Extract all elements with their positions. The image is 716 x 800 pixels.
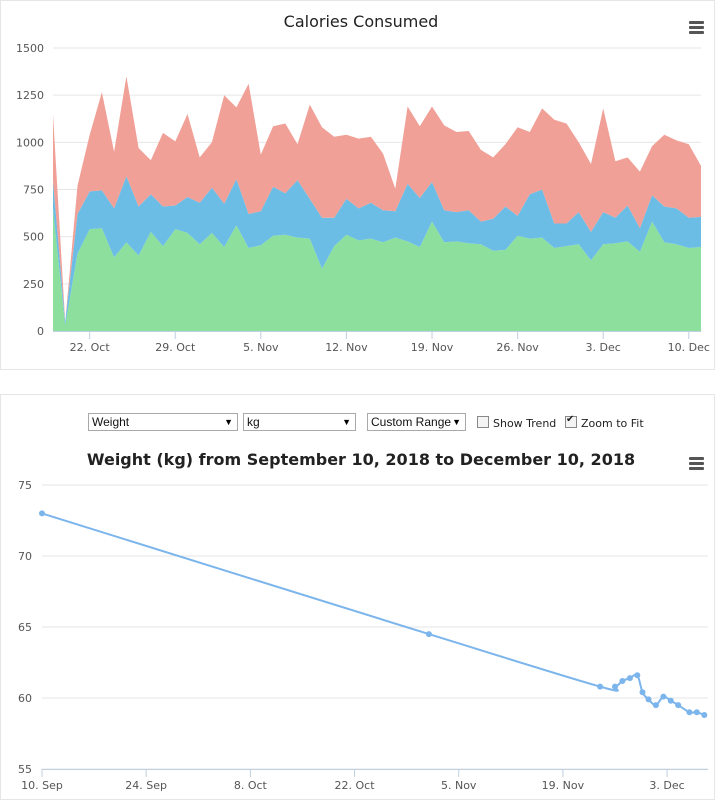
weight-chart: Weight (kg) from September 10, 2018 to D… [18, 450, 708, 792]
dropdown-arrow-icon: ▼ [342, 417, 351, 427]
x-tick-label: 19. Nov [542, 779, 585, 792]
x-tick-label: 8. Oct [234, 779, 268, 792]
x-axis: 10. Sep 24. Sep 8. Oct 22. Oct 5. Nov 19. Nov… [21, 769, 708, 792]
data-point [667, 697, 674, 704]
unit-select[interactable]: kg ▼ [243, 413, 356, 431]
x-tick-label: 26. Nov [496, 341, 539, 354]
y-tick-label: 1000 [16, 136, 44, 149]
y-tick-label: 70 [18, 550, 32, 563]
y-tick-label: 1250 [16, 89, 44, 102]
range-select[interactable]: Custom Range ▼ [367, 413, 466, 431]
data-point [693, 709, 700, 716]
x-tick-label: 29. Oct [155, 341, 196, 354]
checkbox-unchecked-icon [477, 416, 489, 428]
measure-select-value: Weight [92, 415, 130, 429]
y-tick-label: 75 [18, 479, 32, 492]
x-tick-label: 19. Nov [411, 341, 454, 354]
y-tick-label: 55 [18, 763, 32, 776]
range-select-value: Custom Range [371, 415, 452, 429]
data-point [652, 702, 659, 709]
data-point [701, 712, 708, 718]
y-tick-label: 0 [37, 325, 44, 338]
x-tick-label: 5. Nov [243, 341, 279, 354]
zoom-to-fit-label: Zoom to Fit [581, 417, 644, 430]
calories-chart: Calories Consumed 0 250 500 750 1000 1250 1500… [16, 12, 710, 354]
dropdown-arrow-icon: ▼ [452, 417, 461, 427]
data-point [686, 709, 693, 716]
y-tick-label: 750 [23, 184, 44, 197]
x-tick-label: 12. Nov [325, 341, 368, 354]
area-series [53, 76, 701, 331]
x-axis: 22. Oct 29. Oct 5. Nov 12. Nov 19. Nov 26. No… [53, 331, 710, 354]
show-trend-label: Show Trend [493, 417, 557, 430]
data-point [612, 683, 618, 690]
chart-controls: Weight ▼ kg ▼ Custom Range ▼ Show Trend … [1, 413, 714, 435]
y-tick-label: 250 [23, 278, 44, 291]
y-tick-label: 1500 [16, 42, 44, 55]
show-trend-checkbox[interactable]: Show Trend [477, 416, 556, 434]
x-tick-label: 3. Dec [586, 341, 621, 354]
data-point [425, 631, 432, 638]
weight-line-0 [41, 512, 705, 716]
zoom-to-fit-checkbox[interactable]: Zoom to Fit [565, 414, 644, 434]
chart-title: Weight (kg) from September 10, 2018 to D… [87, 450, 635, 469]
area-series-1 [53, 176, 701, 326]
x-tick-label: 5. Nov [441, 779, 477, 792]
y-axis-labels: 0 250 500 750 1000 1250 1500 [16, 42, 44, 338]
data-point [675, 702, 682, 709]
data-point [626, 675, 633, 682]
data-point [634, 672, 641, 679]
y-tick-label: 500 [23, 231, 44, 244]
x-tick-label: 22. Oct [70, 341, 111, 354]
data-point [39, 510, 45, 517]
weight-chart-panel: Weight ▼ kg ▼ Custom Range ▼ Show Trend … [0, 394, 715, 800]
grid-lines [42, 484, 708, 770]
weight-series [39, 510, 708, 718]
unit-select-value: kg [247, 415, 260, 429]
data-point [639, 689, 646, 696]
data-point [597, 683, 604, 690]
chart-menu-icon[interactable] [689, 455, 704, 472]
data-point [645, 696, 652, 703]
area-series-2 [53, 76, 701, 322]
x-tick-label: 24. Sep [125, 779, 167, 792]
data-point [660, 693, 667, 700]
x-tick-label: 10. Dec [668, 341, 710, 354]
chart-title: Calories Consumed [284, 12, 439, 31]
chart-menu-icon[interactable] [689, 19, 704, 36]
measure-select[interactable]: Weight ▼ [88, 413, 238, 431]
calories-chart-panel: Calories Consumed 0 250 500 750 1000 1250 1500… [0, 0, 715, 370]
y-tick-label: 60 [18, 692, 32, 705]
y-axis-labels: 55 60 65 70 75 [18, 479, 32, 776]
data-point [619, 678, 626, 684]
x-tick-label: 3. Dec [649, 779, 684, 792]
y-tick-label: 65 [18, 621, 32, 634]
x-tick-label: 10. Sep [21, 779, 63, 792]
area-series-0 [53, 208, 701, 331]
checkbox-checked-icon [565, 414, 577, 428]
x-tick-label: 22. Oct [335, 779, 376, 792]
dropdown-arrow-icon: ▼ [224, 417, 233, 427]
